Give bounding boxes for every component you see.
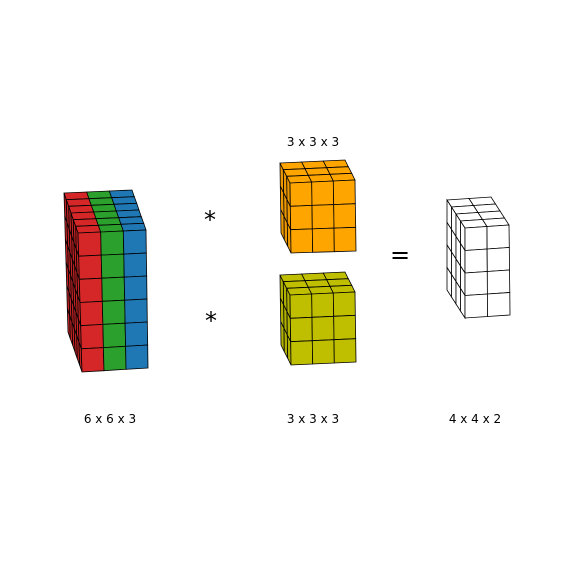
output-front-cell: [464, 271, 488, 296]
input-front-cell: [124, 298, 148, 324]
convolution-operator-bottom: *: [205, 307, 217, 335]
kernel-top-front-cell: [289, 181, 313, 207]
kernel-top-front-cell: [311, 180, 335, 206]
kernel-bottom-front-cell: [311, 315, 335, 342]
kernel-bottom-front-cell: [311, 292, 335, 318]
output-front-cell: [486, 269, 511, 295]
kernel-bottom-front-cell: [311, 339, 335, 365]
input-front-cell: [80, 323, 104, 350]
input-front-cell: [102, 322, 127, 349]
output-front-cell: [486, 247, 510, 272]
input-front-cell: [124, 321, 149, 347]
kernel-top-front-cell: [333, 203, 357, 229]
kernel-top-front-cell: [332, 179, 356, 206]
equals-operator: =: [390, 241, 410, 269]
input-front-cell: [101, 299, 126, 325]
kernel-top-front-cell: [289, 204, 313, 231]
input-front-cell: [79, 300, 104, 327]
kernel-bottom-dims-label: 3 x 3 x 3: [287, 412, 339, 426]
output-dims-label: 4 x 4 x 2: [449, 412, 501, 426]
kernel-bottom-front-cell: [333, 338, 357, 364]
input-front-cell: [100, 230, 125, 256]
input-front-cell: [78, 277, 103, 303]
kernel-bottom-front-cell: [290, 340, 314, 366]
output-front-cell: [464, 226, 488, 251]
kernel-top-volume: [279, 159, 357, 254]
input-front-cell: [123, 252, 148, 278]
input-front-cell: [78, 254, 103, 280]
kernel-bottom-front-cell: [289, 316, 313, 343]
input-front-cell: [77, 231, 102, 257]
kernel-top-front-cell: [311, 204, 335, 230]
kernel-top-front-cell: [311, 227, 335, 253]
input-dims-label: 6 x 6 x 3: [84, 412, 136, 426]
kernel-bottom-front-cell: [289, 293, 313, 319]
kernel-top-front-cell: [290, 228, 314, 254]
input-front-cell: [102, 345, 127, 372]
output-front-cell: [486, 292, 511, 317]
input-volume: [63, 189, 149, 373]
kernel-bottom-volume: [279, 271, 357, 366]
kernel-top-dims-label: 3 x 3 x 3: [287, 135, 339, 149]
input-front-cell: [122, 229, 147, 255]
convolution-operator-top: *: [204, 206, 216, 234]
input-front-cell: [100, 253, 125, 279]
input-front-cell: [80, 347, 105, 373]
input-front-cell: [123, 275, 148, 301]
output-front-cell: [464, 248, 488, 274]
kernel-bottom-front-cell: [332, 291, 356, 317]
output-front-cell: [486, 224, 510, 250]
kernel-bottom-front-cell: [333, 314, 357, 341]
kernel-top-front-cell: [333, 226, 357, 253]
output-volume: [446, 196, 511, 320]
input-front-cell: [101, 276, 126, 302]
input-front-cell: [125, 344, 149, 370]
output-front-cell: [464, 293, 488, 319]
